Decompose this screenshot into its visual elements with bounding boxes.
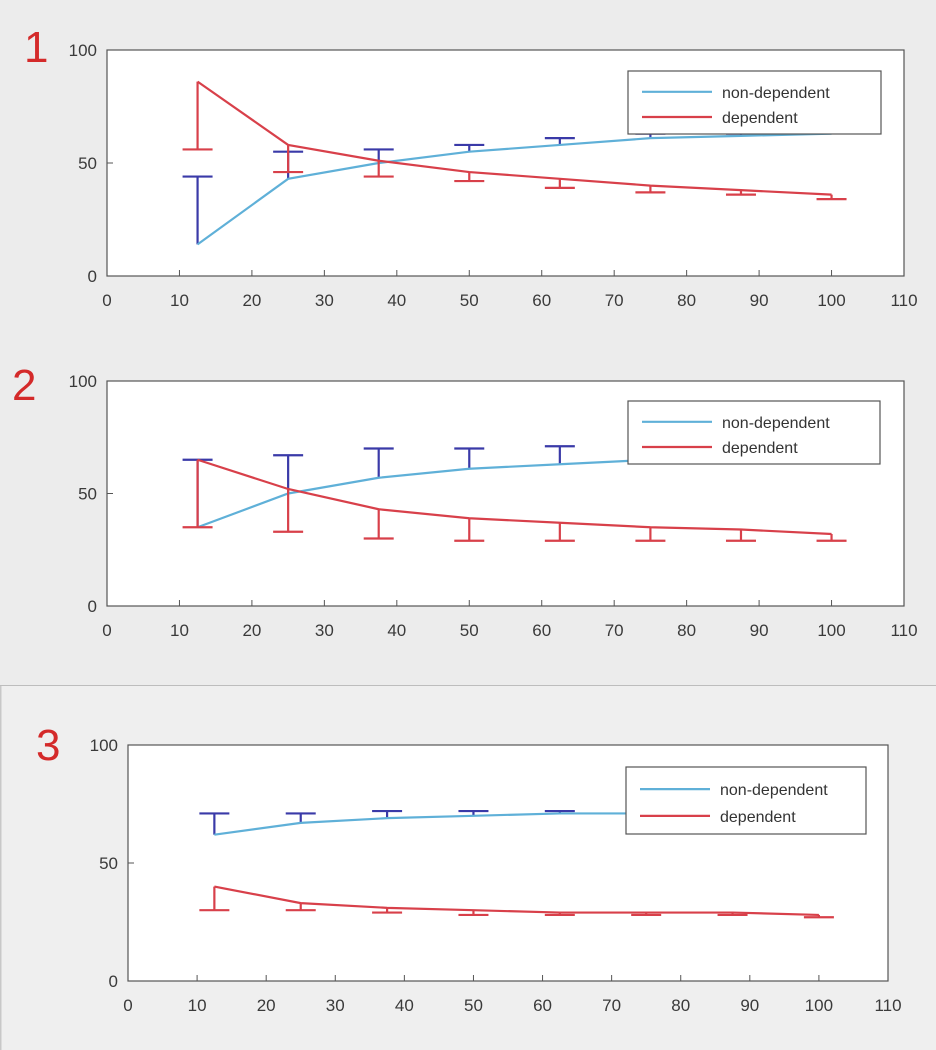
y-tick-label: 0 bbox=[88, 267, 97, 286]
y-tick-label: 100 bbox=[69, 41, 97, 60]
series-line bbox=[214, 885, 819, 917]
x-tick-label: 80 bbox=[677, 621, 696, 640]
legend: non-dependent dependent bbox=[627, 400, 881, 465]
x-tick-label: 20 bbox=[257, 996, 276, 1015]
x-tick-label: 30 bbox=[315, 621, 334, 640]
y-tick-label: 50 bbox=[78, 154, 97, 173]
x-tick-label: 110 bbox=[890, 621, 917, 640]
panel-3-plot: 0 10 20 30 40 50 60 70 80 90 100 110 0 50 100 non-depen… bbox=[90, 736, 902, 1015]
series-line bbox=[197, 458, 832, 536]
series-line bbox=[196, 80, 832, 196]
x-tick-label: 60 bbox=[532, 291, 551, 310]
chart-panel-2: 2 0 10 20 30 40 50 60 70 80 90 100 110 0 50 100 non-dep… bbox=[12, 361, 918, 640]
x-tick-label: 100 bbox=[805, 996, 833, 1015]
x-tick-label: 70 bbox=[605, 621, 624, 640]
y-tick-label: 0 bbox=[88, 597, 97, 616]
y-tick-label: 0 bbox=[109, 972, 118, 991]
legend-label: dependent bbox=[722, 440, 798, 457]
panel-2-plot: 0 10 20 30 40 50 60 70 80 90 100 110 0 50 100 non-depen… bbox=[69, 372, 918, 640]
series-line bbox=[196, 132, 832, 246]
x-tick-label: 70 bbox=[602, 996, 621, 1015]
x-tick-label: 100 bbox=[817, 291, 845, 310]
series-dependent bbox=[182, 80, 847, 201]
legend-label: non-dependent bbox=[722, 85, 830, 102]
x-tick-label: 40 bbox=[387, 291, 406, 310]
x-tick-label: 40 bbox=[395, 996, 414, 1015]
y-tick-label: 100 bbox=[90, 736, 118, 755]
x-tick-label: 10 bbox=[188, 996, 207, 1015]
x-tick-label: 100 bbox=[817, 621, 845, 640]
y-tick-label: 50 bbox=[99, 854, 118, 873]
legend: non-dependent dependent bbox=[627, 70, 882, 135]
y-tick-label: 100 bbox=[69, 372, 97, 391]
legend-box bbox=[627, 70, 882, 135]
x-tick-label: 80 bbox=[671, 996, 690, 1015]
x-tick-label: 90 bbox=[750, 291, 769, 310]
x-tick-label: 0 bbox=[123, 996, 132, 1015]
panel-number: 2 bbox=[12, 361, 36, 410]
legend: non-dependent dependent bbox=[625, 766, 867, 835]
x-tick-label: 10 bbox=[170, 621, 189, 640]
legend-box bbox=[625, 766, 867, 835]
x-tick-label: 20 bbox=[242, 621, 261, 640]
x-tick-label: 90 bbox=[740, 996, 759, 1015]
x-tick-label: 0 bbox=[102, 621, 111, 640]
chart-panel-3: 3 0 10 20 30 40 50 60 70 80 90 100 110 0 50 100 non-dep… bbox=[36, 721, 902, 1015]
panel-number: 3 bbox=[36, 721, 60, 770]
x-tick-label: 30 bbox=[315, 291, 334, 310]
x-tick-label: 50 bbox=[460, 621, 479, 640]
x-tick-label: 10 bbox=[170, 291, 189, 310]
panel-number: 1 bbox=[24, 23, 48, 72]
series-dependent bbox=[199, 885, 834, 919]
x-tick-label: 80 bbox=[677, 291, 696, 310]
legend-label: non-dependent bbox=[720, 782, 828, 799]
chart-panel-1: 1 0 10 20 30 40 50 60 70 80 90 100 110 0 50 100 non-dep… bbox=[24, 23, 918, 310]
legend-box bbox=[627, 400, 881, 465]
y-tick-label: 50 bbox=[78, 485, 97, 504]
x-tick-label: 40 bbox=[387, 621, 406, 640]
x-tick-label: 90 bbox=[750, 621, 769, 640]
panel-1-plot: 0 10 20 30 40 50 60 70 80 90 100 110 0 50 100 non-depen… bbox=[69, 41, 918, 310]
x-tick-label: 20 bbox=[242, 291, 261, 310]
x-tick-label: 50 bbox=[464, 996, 483, 1015]
x-tick-label: 30 bbox=[326, 996, 345, 1015]
x-tick-label: 110 bbox=[874, 996, 901, 1015]
x-tick-label: 70 bbox=[605, 291, 624, 310]
legend-label: dependent bbox=[722, 110, 798, 127]
legend-label: dependent bbox=[720, 809, 796, 826]
x-tick-label: 110 bbox=[890, 291, 917, 310]
x-tick-label: 60 bbox=[533, 996, 552, 1015]
legend-label: non-dependent bbox=[722, 415, 830, 432]
x-tick-label: 50 bbox=[460, 291, 479, 310]
x-tick-label: 0 bbox=[102, 291, 111, 310]
series-dependent bbox=[182, 458, 847, 542]
x-tick-label: 60 bbox=[532, 621, 551, 640]
